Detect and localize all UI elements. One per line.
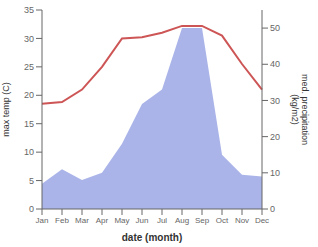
svg-text:0: 0 [29, 204, 34, 214]
svg-text:Jun: Jun [136, 216, 149, 225]
svg-text:Nov: Nov [235, 216, 249, 225]
svg-text:Aug: Aug [175, 216, 189, 225]
svg-text:Feb: Feb [55, 216, 69, 225]
svg-text:Jul: Jul [157, 216, 167, 225]
svg-text:30: 30 [24, 34, 34, 44]
svg-text:date (month): date (month) [122, 232, 183, 243]
svg-text:15: 15 [24, 119, 34, 129]
svg-text:0: 0 [270, 204, 275, 214]
svg-text:35: 35 [24, 5, 34, 15]
svg-text:May: May [114, 216, 129, 225]
svg-text:40: 40 [270, 59, 280, 69]
svg-text:10: 10 [270, 168, 280, 178]
svg-text:Sep: Sep [195, 216, 210, 225]
svg-text:Apr: Apr [96, 216, 109, 225]
svg-text:20: 20 [270, 132, 280, 142]
svg-text:50: 50 [270, 23, 280, 33]
svg-text:30: 30 [270, 96, 280, 106]
svg-text:Jan: Jan [36, 216, 49, 225]
svg-text:max temp (C): max temp (C) [8, 82, 11, 137]
svg-text:med. precipitation(kg/m2): med. precipitation(kg/m2) [290, 74, 310, 145]
svg-text:Mar: Mar [75, 216, 89, 225]
svg-text:25: 25 [24, 62, 34, 72]
svg-text:20: 20 [24, 90, 34, 100]
svg-text:10: 10 [24, 147, 34, 157]
svg-text:Dec: Dec [255, 216, 269, 225]
svg-text:Oct: Oct [216, 216, 229, 225]
svg-text:5: 5 [29, 176, 34, 186]
